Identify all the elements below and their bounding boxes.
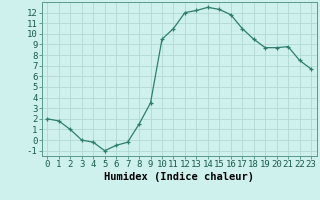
X-axis label: Humidex (Indice chaleur): Humidex (Indice chaleur)	[104, 172, 254, 182]
